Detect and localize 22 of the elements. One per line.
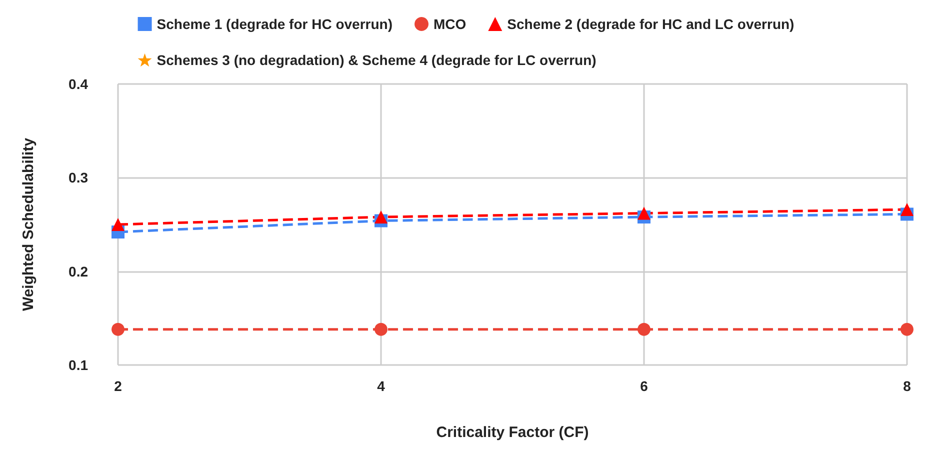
y-tick-label: 0.4	[68, 76, 88, 92]
point	[638, 206, 650, 220]
point	[112, 218, 124, 231]
legend-label: Schemes 3 (no degradation) & Scheme 4 (degrade for LC overrun)	[156, 52, 596, 68]
x-tick-label: 2	[114, 378, 122, 394]
point	[374, 210, 388, 224]
x-tick-label: 4	[377, 378, 386, 394]
point	[638, 322, 650, 336]
y-tick-label: 0.3	[68, 170, 88, 186]
y-axis-title: Weighted Schedulability	[20, 137, 37, 312]
point	[374, 322, 388, 336]
legend-label: Scheme 2 (degrade for HC and LC overrun)	[507, 16, 794, 32]
point	[900, 322, 914, 336]
x-tick-label: 8	[903, 378, 912, 394]
point	[112, 322, 124, 336]
y-tick-label: 0.1	[68, 357, 88, 373]
point	[900, 203, 914, 216]
legend-label: MCO	[434, 16, 466, 32]
y-tick-label: 0.2	[68, 263, 88, 280]
x-axis-title: Criticality Factor (CF)	[436, 424, 589, 441]
x-tick-label: 6	[640, 378, 648, 394]
legend-label: Scheme 1 (degrade for HC overrun)	[156, 16, 393, 32]
